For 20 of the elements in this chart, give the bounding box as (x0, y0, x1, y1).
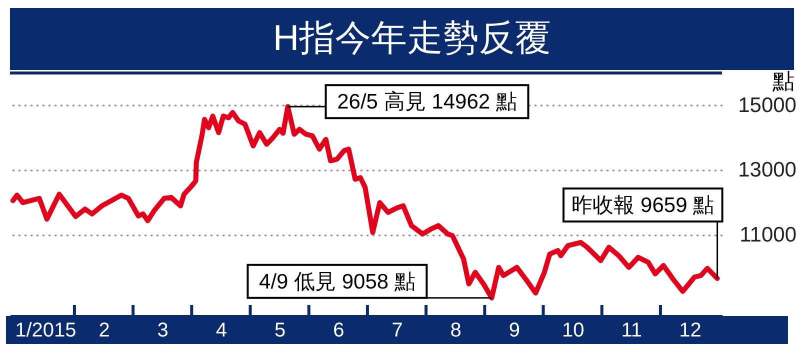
chart-title: H指今年走勢反覆 (273, 17, 551, 58)
x-tick-label: 2 (98, 320, 110, 342)
x-tick-label: 6 (333, 320, 344, 342)
x-tick-label: 3 (157, 320, 168, 342)
y-tick-label: 15000 (738, 94, 796, 117)
y-tick-label: 13000 (738, 158, 796, 182)
x-tick-label: 12 (679, 320, 702, 342)
x-tick-label: 1/2015 (15, 320, 76, 342)
x-tick-label: 7 (392, 320, 403, 342)
annotation: 26/5 高見 14962 點 (337, 90, 517, 114)
x-tick-label: 9 (508, 320, 520, 342)
x-tick-label: 11 (621, 320, 642, 342)
x-tick-label: 5 (274, 320, 286, 342)
x-tick-label: 8 (450, 320, 462, 342)
x-tick-label: 4 (216, 320, 228, 342)
y-axis-title: 點 (772, 68, 794, 94)
y-tick-label: 11000 (740, 224, 796, 246)
x-tick-label: 10 (562, 320, 584, 342)
annotation: 昨收報 9659 點 (572, 194, 714, 217)
annotation: 4/9 低見 9058 點 (259, 270, 416, 294)
